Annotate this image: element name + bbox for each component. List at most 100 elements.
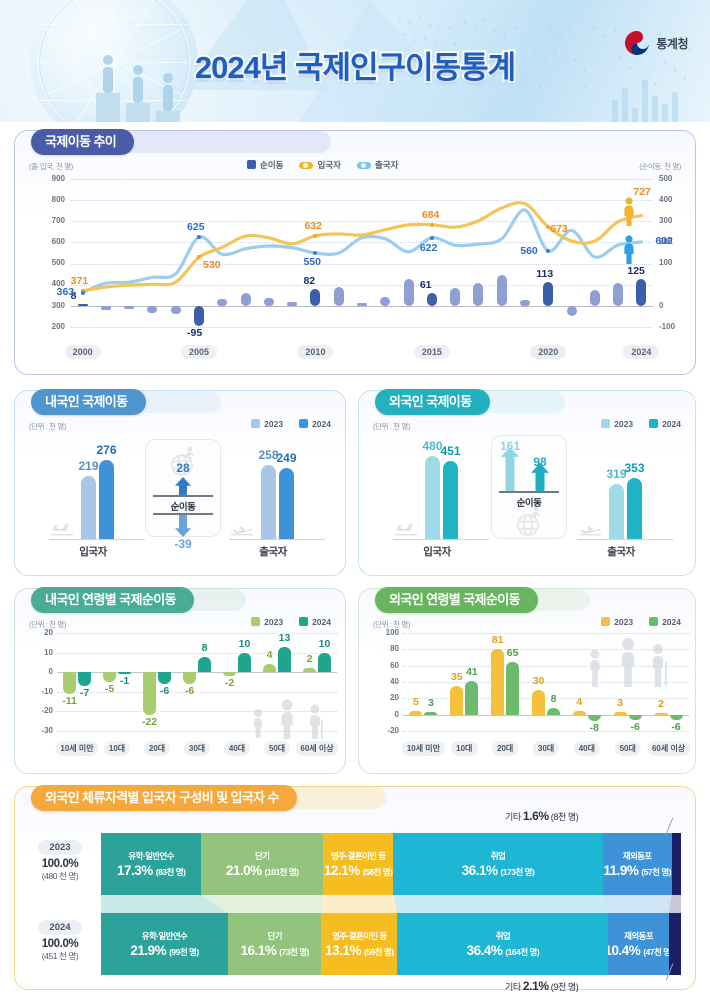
net-migration-bar-label: 8: [70, 290, 77, 303]
net-migration-bar: [278, 646, 291, 673]
value-bar-label: 480: [422, 439, 443, 454]
stacked-bar-segment[interactable]: 영주·결혼이민 등 12.1% (58천 명): [323, 833, 394, 895]
x-axis-label: 40대: [573, 741, 600, 756]
net-migration-value: 161: [499, 439, 521, 453]
brand-logo: 통계청: [624, 30, 688, 56]
stacked-bar-segment[interactable]: 유학·일반연수 17.3% (83천 명): [101, 833, 202, 895]
ytick-label: 0: [394, 709, 399, 719]
net-migration-bar: [380, 296, 391, 306]
stacked-bar-segment[interactable]: 취업 36.1% (173천 명): [393, 833, 603, 895]
net-migration-bar: [613, 282, 624, 306]
net-migration-value: 98: [533, 455, 547, 469]
net-migration-bar: [424, 712, 438, 715]
net-divider: [499, 491, 559, 493]
globe-person-icon: [165, 443, 201, 482]
plane-arrival-icon: [393, 519, 419, 541]
x-axis-label: 60세 이상: [646, 741, 691, 756]
net-migration-bar-label: 8: [550, 693, 557, 706]
x-axis-label: 10대: [451, 741, 478, 756]
net-migration-bar-label: 2: [306, 653, 313, 666]
ytick-left: 500: [51, 258, 65, 267]
person-out-pictogram-icon: [624, 235, 634, 264]
legend-item-2023: 2023: [251, 617, 283, 627]
value-bar-label: 258: [258, 448, 279, 463]
gridline: [403, 633, 689, 634]
net-migration-bar: [450, 287, 461, 306]
stacked-bar-segment[interactable]: 재외동포 10.4% (47천 명): [608, 913, 669, 975]
net-migration-bar: [506, 661, 520, 715]
ytick-left: 700: [51, 216, 65, 225]
zero-axis-line: [71, 305, 653, 307]
gridline: [57, 652, 337, 654]
ytick-label: -10: [41, 686, 53, 696]
x-axis-label: 2010: [297, 345, 334, 359]
net-migration-bar-label: 2: [658, 698, 664, 711]
row-year-badge: 2024: [38, 920, 82, 935]
value-bar: [99, 459, 114, 539]
x-axis-label: 30대: [183, 741, 211, 756]
ytick-left: 400: [51, 279, 65, 288]
net-migration-bar: [587, 714, 601, 722]
net-migration-bar-label: 13: [278, 631, 291, 644]
segment-name: 재외동포: [624, 931, 654, 941]
value-bar: [425, 456, 440, 539]
net-migration-bar: [310, 288, 321, 306]
stacked-bar-segment[interactable]: [668, 913, 681, 975]
legend-item-2023: 2023: [601, 617, 633, 627]
net-migration-bar: [409, 710, 423, 715]
net-migration-bar-label: 82: [303, 274, 316, 287]
legend-item-in: 입국자: [299, 159, 341, 171]
net-migration-bar-label: 30: [532, 675, 545, 688]
net-migration-bar: [491, 648, 505, 715]
data-point-label: 371: [70, 274, 89, 287]
value-bar-label: 249: [276, 450, 297, 465]
arrow-up-icon: [531, 463, 549, 496]
net-migration-bar: [636, 279, 647, 306]
net-migration-bar: [357, 303, 367, 306]
stacked-bar-segment[interactable]: 취업 36.4% (164천 명): [397, 913, 609, 975]
x-axis-label: 2015: [413, 345, 450, 359]
x-axis-label: 20대: [492, 741, 519, 756]
net-migration-bar: [547, 708, 560, 715]
group-label: 출국자: [259, 546, 287, 558]
ytick-right: -100: [659, 322, 676, 331]
net-migration-bar: [572, 711, 586, 715]
gridline: [403, 714, 689, 716]
card-foreigner-migration: 외국인 국제이동 (단위 : 천 명) 2023 2024 입국자 480 451 출…: [358, 389, 696, 576]
data-point-label: 673: [550, 222, 568, 235]
legend-item-2023: 2023: [601, 419, 633, 429]
taegeuk-logo-icon: [625, 31, 650, 55]
gridline: [57, 711, 337, 713]
ytick-left: 800: [51, 195, 65, 204]
stacked-bar-segment[interactable]: 단기 16.1% (73천 명): [228, 913, 322, 975]
segment-name: 영주·결혼이민 등: [330, 851, 386, 861]
stacked-bar-segment[interactable]: 단기 21.0% (101천 명): [201, 833, 324, 895]
net-migration-bar-label: 4: [576, 696, 583, 709]
x-axis-label: 30대: [532, 741, 560, 756]
net-migration-word: 순이동: [516, 498, 542, 509]
stacked-bar-segment[interactable]: [671, 833, 681, 895]
stacked-bar-segment[interactable]: 재외동포 11.9% (57천 명): [602, 833, 672, 895]
net-migration-bar: [170, 305, 181, 315]
x-axis-label: 50대: [614, 741, 641, 756]
globe-person-icon: [511, 503, 547, 542]
stacked-bar-segment[interactable]: 유학·일반연수 21.9% (99천 명): [101, 913, 229, 975]
flow-connector-band: [101, 895, 681, 913]
segment-value: 21.0% (101천 명): [225, 863, 299, 878]
ytick-left: 900: [51, 174, 65, 183]
net-migration-bar: [263, 664, 276, 673]
axis-baseline: [393, 539, 489, 540]
net-migration-bar: [287, 302, 298, 306]
ytick-left: 200: [51, 322, 65, 331]
net-migration-bar: [303, 668, 316, 673]
segment-name: 단기: [255, 851, 270, 861]
net-migration-bar: [669, 714, 683, 720]
net-migration-bar: [183, 672, 196, 684]
x-axis-label: 60세 이상: [295, 741, 339, 756]
value-bar: [261, 465, 276, 539]
data-point-marker: [313, 251, 318, 255]
data-point-label: 530: [203, 259, 221, 272]
net-migration-bar-label: 65: [506, 646, 519, 659]
stacked-bar-segment[interactable]: 영주·결혼이민 등 13.1% (59천 명): [321, 913, 398, 975]
bar-decoration-icon: [612, 80, 678, 122]
